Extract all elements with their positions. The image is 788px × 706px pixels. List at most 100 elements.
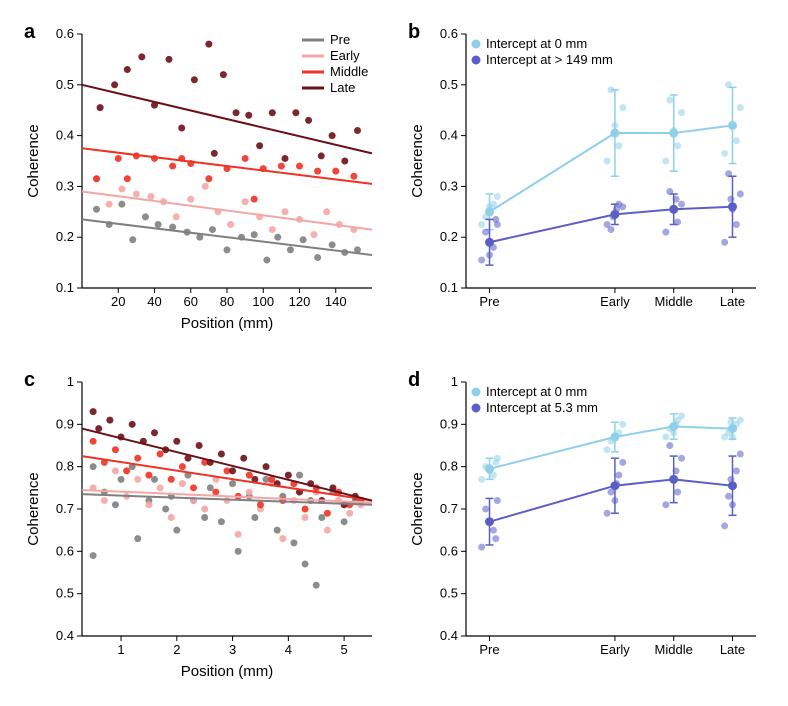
scatter-point — [662, 229, 669, 236]
scatter-point — [224, 246, 231, 253]
scatter-point — [274, 527, 281, 534]
mean-marker — [728, 481, 737, 490]
scatter-point — [179, 463, 186, 470]
scatter-point — [666, 442, 673, 449]
scatter-point — [721, 522, 728, 529]
scatter-point — [615, 472, 622, 479]
legend-label: Intercept at 0 mm — [486, 384, 587, 399]
scatter-point — [678, 455, 685, 462]
scatter-point — [95, 425, 102, 432]
scatter-point — [318, 514, 325, 521]
panel-c: c0.40.50.60.70.80.9112345CoherencePositi… — [20, 368, 384, 686]
scatter-point — [101, 497, 108, 504]
scatter-point — [191, 76, 198, 83]
scatter-point — [106, 417, 113, 424]
scatter-point — [129, 236, 136, 243]
panel-b: b0.10.20.30.40.50.6PreEarlyMiddleLateCoh… — [404, 20, 768, 338]
x-tick-label: Early — [600, 642, 630, 657]
scatter-point — [124, 66, 131, 73]
scatter-point — [256, 142, 263, 149]
scatter-point — [235, 531, 242, 538]
scatter-point — [292, 109, 299, 116]
scatter-point — [482, 506, 489, 513]
scatter-point — [145, 501, 152, 508]
mean-marker — [610, 433, 619, 442]
mean-marker — [728, 202, 737, 211]
y-tick-label: 0.6 — [440, 26, 458, 41]
y-tick-label: 0.2 — [440, 229, 458, 244]
mean-marker — [485, 238, 494, 247]
scatter-point — [733, 467, 740, 474]
scatter-point — [134, 455, 141, 462]
scatter-point — [227, 221, 234, 228]
scatter-point — [166, 56, 173, 63]
scatter-point — [112, 446, 119, 453]
scatter-point — [201, 514, 208, 521]
x-tick-label: 4 — [285, 642, 292, 657]
scatter-point — [257, 501, 264, 508]
scatter-point — [97, 104, 104, 111]
legend-label: Intercept at 5.3 mm — [486, 400, 598, 415]
scatter-point — [168, 476, 175, 483]
y-tick-label: 0.3 — [56, 178, 74, 193]
scatter-point — [124, 175, 131, 182]
x-tick-label: 60 — [184, 294, 198, 309]
y-tick-label: 0.1 — [440, 280, 458, 295]
scatter-point — [201, 506, 208, 513]
scatter-point — [106, 201, 113, 208]
scatter-point — [251, 196, 258, 203]
scatter-point — [727, 196, 734, 203]
scatter-point — [157, 484, 164, 491]
mean-marker — [669, 129, 678, 138]
scatter-point — [151, 476, 158, 483]
scatter-point — [205, 175, 212, 182]
scatter-point — [608, 226, 615, 233]
scatter-point — [737, 191, 744, 198]
scatter-point — [242, 155, 249, 162]
scatter-point — [209, 226, 216, 233]
y-tick-label: 0.7 — [440, 501, 458, 516]
y-tick-label: 0.3 — [440, 178, 458, 193]
panel-label: c — [24, 369, 35, 391]
scatter-point — [173, 438, 180, 445]
mean-marker — [485, 517, 494, 526]
scatter-point — [662, 158, 669, 165]
scatter-point — [218, 450, 225, 457]
y-tick-label: 0.5 — [440, 586, 458, 601]
scatter-point — [178, 124, 185, 131]
scatter-point — [187, 196, 194, 203]
scatter-point — [229, 480, 236, 487]
scatter-point — [313, 582, 320, 589]
x-axis-label: Position (mm) — [181, 315, 274, 332]
scatter-point — [296, 163, 303, 170]
mean-marker — [669, 422, 678, 431]
mean-marker — [728, 424, 737, 433]
scatter-point — [168, 514, 175, 521]
scatter-point — [218, 518, 225, 525]
scatter-point — [245, 112, 252, 119]
scatter-point — [90, 438, 97, 445]
mean-marker — [485, 207, 494, 216]
scatter-point — [134, 535, 141, 542]
scatter-point — [318, 152, 325, 159]
panel-label: a — [24, 21, 36, 43]
scatter-point — [93, 206, 100, 213]
scatter-point — [332, 168, 339, 175]
legend-label: Late — [330, 80, 355, 95]
scatter-point — [494, 193, 501, 200]
scatter-point — [196, 442, 203, 449]
scatter-point — [134, 476, 141, 483]
panel-d: d0.40.50.60.70.80.91PreEarlyMiddleLateCo… — [404, 368, 768, 686]
scatter-point — [478, 544, 485, 551]
scatter-point — [323, 208, 330, 215]
y-tick-label: 0.4 — [440, 628, 458, 643]
legend-label: Early — [330, 48, 360, 63]
scatter-point — [619, 459, 626, 466]
y-tick-label: 0.6 — [440, 543, 458, 558]
scatter-point — [118, 185, 125, 192]
scatter-point — [157, 450, 164, 457]
scatter-point — [229, 467, 236, 474]
y-axis-label: Coherence — [409, 124, 426, 197]
scatter-point — [324, 510, 331, 517]
scatter-point — [492, 535, 499, 542]
